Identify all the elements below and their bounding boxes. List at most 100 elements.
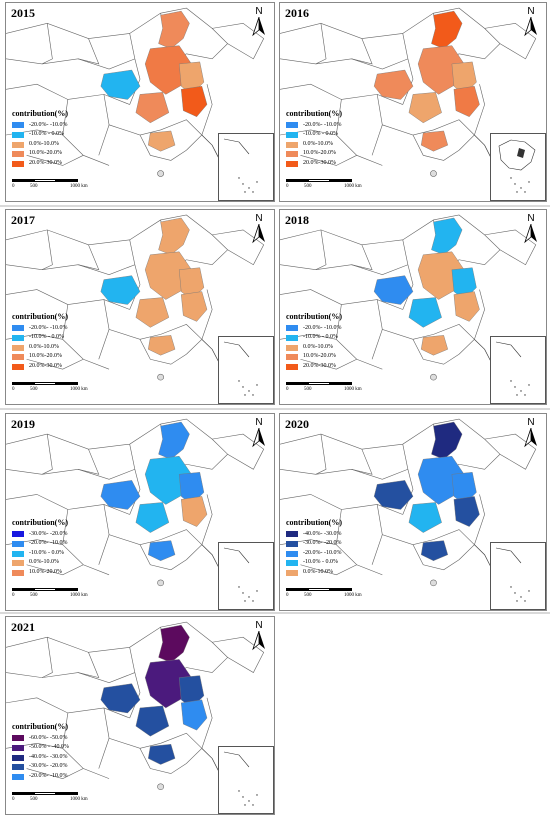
province-boundary <box>376 299 434 340</box>
province-boundary <box>315 229 327 270</box>
scale-segment <box>56 588 78 591</box>
island <box>157 373 164 381</box>
legend-swatch <box>12 122 24 129</box>
legend: contribution(%) -20.0%- -10.0% -10.0% - 0.… <box>286 109 342 169</box>
china-map <box>280 214 537 385</box>
province-boundary <box>212 636 265 673</box>
legend-entry: 0.0%-10.0% <box>286 568 342 578</box>
province-boundary <box>371 534 383 565</box>
scale-segment <box>12 382 34 385</box>
legend-label: 10.0%-20.0% <box>303 150 336 157</box>
legend-swatch <box>12 735 24 742</box>
legend-entry: -10.0% - 0.0% <box>12 549 68 559</box>
legend-label: -10.0% - 0.0% <box>303 131 338 138</box>
scale-segment <box>12 588 34 591</box>
province-boundary <box>315 434 327 475</box>
legend-label: -30.0%- -20.0% <box>303 540 342 547</box>
province-boundary <box>351 244 373 271</box>
legend-label: 0.0%-10.0% <box>303 343 333 350</box>
region-5 <box>181 86 208 117</box>
legend-label: 0.0%-10.0% <box>29 140 59 147</box>
province-boundary <box>103 707 161 749</box>
legend: contribution(%) -60.0%- -50.0% -50.0% - -4… <box>12 722 69 782</box>
legend-entry: 10.0%-20.0% <box>12 149 68 159</box>
province-boundary <box>98 124 110 156</box>
region-7 <box>148 744 176 765</box>
legend-swatch <box>12 540 24 547</box>
legend-label: -20.0%- -10.0% <box>29 540 68 547</box>
scale-bar: 0 500 1000 km <box>286 588 386 599</box>
china-map <box>6 7 265 181</box>
region-1 <box>158 10 190 49</box>
legend-entry: 0.0%-10.0% <box>12 343 68 353</box>
legend-entry: 0.0%-10.0% <box>286 343 342 353</box>
legend-label: 10.0%-20.0% <box>29 353 62 360</box>
region-2 <box>144 251 192 300</box>
china-map <box>280 418 537 591</box>
province-boundary <box>41 229 53 270</box>
region-2 <box>144 456 192 505</box>
panel-separator <box>0 612 550 614</box>
province-boundary <box>458 289 485 355</box>
scale-segment <box>286 382 308 385</box>
province-boundary <box>26 358 84 370</box>
province-boundary <box>351 449 373 475</box>
south-china-sea-inset <box>218 336 274 404</box>
scale-label: 0 <box>12 797 15 802</box>
province-boundary <box>186 289 213 355</box>
region-7 <box>148 540 176 561</box>
scale-bar: 0 500 1000 km <box>286 382 386 393</box>
scale-segment <box>34 179 56 182</box>
legend-entry: -20.0%- -10.0% <box>286 121 342 131</box>
legend-swatch <box>286 344 298 351</box>
legend: contribution(%) -20.0%- -10.0% -10.0% - 0.… <box>12 109 68 169</box>
legend-label: 0.0%-10.0% <box>29 343 59 350</box>
scale-segment <box>56 382 78 385</box>
scale-label: 500 <box>304 593 312 598</box>
legend-swatch <box>286 122 298 129</box>
south-china-sea-inset <box>490 542 546 610</box>
legend-label: -10.0% - 0.0% <box>303 559 338 566</box>
province-boundary <box>160 119 203 136</box>
legend-label: -20.0%- -10.0% <box>29 772 68 779</box>
province-boundary <box>315 23 327 65</box>
legend-entry: 0.0%-10.0% <box>12 140 68 150</box>
region-6 <box>135 502 170 533</box>
legend-entry: 0.0%-10.0% <box>286 140 342 150</box>
legend-title: contribution(%) <box>286 109 342 118</box>
scale-label: 1000 km <box>344 184 362 189</box>
region-5 <box>181 699 208 731</box>
scale-label: 500 <box>30 797 38 802</box>
legend-label: 10.0%-20.0% <box>29 150 62 157</box>
scale-label: 0 <box>12 387 15 392</box>
region-6 <box>408 297 442 328</box>
legend-swatch <box>12 151 24 158</box>
scale-label: 500 <box>304 387 312 392</box>
legend-swatch <box>12 325 24 332</box>
province-boundary <box>6 672 135 683</box>
region-5 <box>181 496 208 527</box>
legend-entry: -20.0%- -10.0% <box>286 324 342 334</box>
province-boundary <box>103 299 161 340</box>
province-boundary <box>62 509 110 576</box>
panel-year: 2020 <box>285 417 309 431</box>
legend-swatch <box>12 773 24 780</box>
legend-label: 10.0%-20.0% <box>29 568 62 575</box>
legend-label: -30.0%- -20.0% <box>29 530 68 537</box>
scale-segment <box>34 588 56 591</box>
legend-label: 0.0%-10.0% <box>303 140 333 147</box>
legend-entry: 0.0%-10.0% <box>12 558 68 568</box>
region-4 <box>373 480 414 510</box>
scale-label: 1000 km <box>70 184 88 189</box>
region-5 <box>453 291 480 322</box>
legend-swatch <box>286 131 298 138</box>
legend-label: -20.0%- -10.0% <box>29 121 68 128</box>
scale-segment <box>56 179 78 182</box>
legend-entry: 10.0%-20.0% <box>286 149 342 159</box>
south-china-sea-inset <box>218 133 274 201</box>
legend-label: -10.0% - 0.0% <box>303 334 338 341</box>
legend-entry: 20.0%-30.0% <box>12 362 68 372</box>
legend-swatch <box>286 334 298 341</box>
